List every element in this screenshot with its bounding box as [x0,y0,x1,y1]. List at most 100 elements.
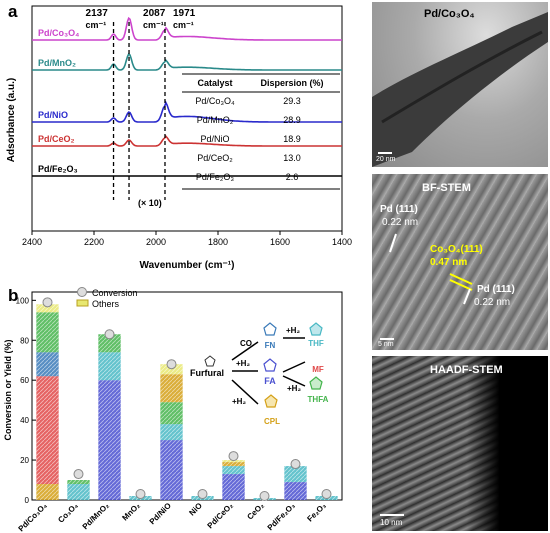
pd-marker-2 [463,288,471,305]
yield-category-label: MnO₂ [120,501,142,523]
bf-stem-image: BF-STEM Pd (111) 0.22 nm Co₃O₄(111) 0.47… [372,174,548,350]
co3o4-marker-b [449,279,473,291]
ftir-curve [32,16,342,41]
haadf-scale-bar [380,514,404,516]
arrow-to-cpl [231,379,259,405]
pd-marker-1 [389,233,397,253]
ftir-series-label: Pd/NiO [38,110,68,120]
arrow-label-h2-thf: +H₂ [286,326,300,335]
yield-category-label: Fe₂O₃ [305,501,328,524]
ftir-series-label: Pd/Fe₂O₃ [38,164,78,174]
ftir-plot-frame [31,5,343,232]
yield-category-label: CeO₂ [245,501,266,522]
yield-ytick-label: 0 [25,496,30,505]
pd-spacing-1: 0.22 nm [382,217,419,228]
arrow-label-h2-thfa: +H₂ [287,384,301,393]
arrow-label-co: CO [240,339,252,348]
yield-ytick-label: 60 [20,376,29,385]
yield-category-label: Pd/CeO₂ [206,501,236,531]
ftir-peak-unit: cm⁻¹ [143,20,164,30]
yield-bar-hatch [222,466,245,475]
ftir-xtick-label: 2200 [84,237,104,247]
table-cell-dispersion: 2.6 [286,172,299,182]
legend-others: Others [92,299,120,309]
arrow-label-h2-fa: +H₂ [236,359,250,368]
yield-category-label: Pd/Fe₂O₃ [266,501,298,533]
ftir-curve [32,100,342,123]
haadf-scale-label: 10 nm [380,518,403,527]
nanorod-shape [372,12,548,167]
table-cell-catalyst: Pd/CeO₂ [197,153,233,163]
table-cell-dispersion: 13.0 [283,153,301,163]
yield-category-label: NiO [187,501,203,517]
co3o4-annotation: Co₃O₄(111) [430,244,483,255]
yield-bar-hatch [160,402,183,425]
nanorod-texture [381,30,543,124]
yield-bar-hatch [36,484,59,500]
furfural-ring-icon [204,355,216,367]
bf-stem-scale-label: 5 nm [378,341,394,348]
conversion-marker [259,491,270,502]
table-cell-catalyst: Pd/Co₃O₄ [195,96,235,106]
dark-background-region [467,356,548,531]
yield-category-label: Pd/NiO [148,501,173,526]
yield-bar-hatch [67,484,90,500]
conversion-marker [290,459,301,470]
haadf-title: HAADF-STEM [430,364,503,376]
co3o4-marker-a [449,273,473,285]
tem-image: Pd/Co₃O₄ 20 nm [372,2,548,167]
pd-spacing-2: 0.22 nm [474,297,511,308]
yield-ylabel: Conversion or Yield (%) [3,339,13,440]
scheme-cpl: CPL [264,417,280,426]
ftir-series-label: Pd/CeO₂ [38,134,75,144]
ftir-curve [32,135,342,147]
ftir-xlabel: Wavenumber (cm⁻¹) [140,260,235,271]
haadf-stem-image: HAADF-STEM 10 nm [372,356,548,531]
yield-ytick-label: 80 [20,336,29,345]
arrow-fa-mf [282,361,306,373]
table-cell-dispersion: 18.9 [283,134,301,144]
table-header-dispersion: Dispersion (%) [260,78,323,88]
yield-bar-hatch [284,482,307,500]
ftir-xtick-label: 1800 [208,237,228,247]
arrow-fa-thfa [282,375,306,387]
conversion-marker [228,451,239,462]
fn-ring-icon [263,322,277,336]
bf-stem-scale-bar [380,338,394,340]
ftir-ylabel: Adsorbance (a.u.) [6,78,17,162]
bf-stem-title: BF-STEM [422,182,471,194]
dispersion-table: Catalyst Dispersion (%) Pd/Co₃O₄ 29.3 Pd/M… [182,73,340,190]
yield-bar-hatch [36,312,59,353]
scheme-thf: THF [308,339,324,348]
scheme-reactant: Furfural [190,368,224,378]
ftir-xtick-label: 1400 [332,237,352,247]
yield-bar-hatch [36,304,59,313]
scheme-thfa: THFA [308,395,329,404]
fa-ring-icon [263,358,277,372]
table-cell-dispersion: 28.9 [283,115,301,125]
legend-others-marker [76,299,89,307]
conversion-marker [321,489,332,500]
ftir-series-label: Pd/MnO₂ [38,58,76,68]
yield-bar-hatch [160,374,183,403]
tem-scale-bar [378,152,392,154]
cpl-ring-icon [264,394,278,408]
panel-label-b: b [8,286,19,305]
ftir-peak-label: 2087 [143,8,166,19]
yield-bar-hatch [160,440,183,500]
ftir-xtick-label: 2400 [22,237,42,247]
yield-legend: Conversion Others [76,287,138,309]
yield-ytick-label: 100 [16,296,30,305]
ftir-chart: Adsorbance (a.u.) Wavenumber (cm⁻¹) 2400… [6,5,352,271]
ftir-scale-note: (× 10) [138,198,162,208]
ftir-curve [32,52,342,71]
legend-conversion-marker [77,287,87,297]
yield-chart: Conversion or Yield (%) 0 20 40 60 80 100 Pd/… [3,287,343,533]
scheme-mf: MF [312,365,324,374]
ftir-series-label: Pd/Co₃O₄ [38,28,79,38]
scheme-fa: FA [264,376,276,386]
scheme-fn: FN [265,341,276,350]
conversion-marker [135,489,146,500]
yield-bar-hatch [160,424,183,441]
yield-bar-hatch [98,380,121,500]
